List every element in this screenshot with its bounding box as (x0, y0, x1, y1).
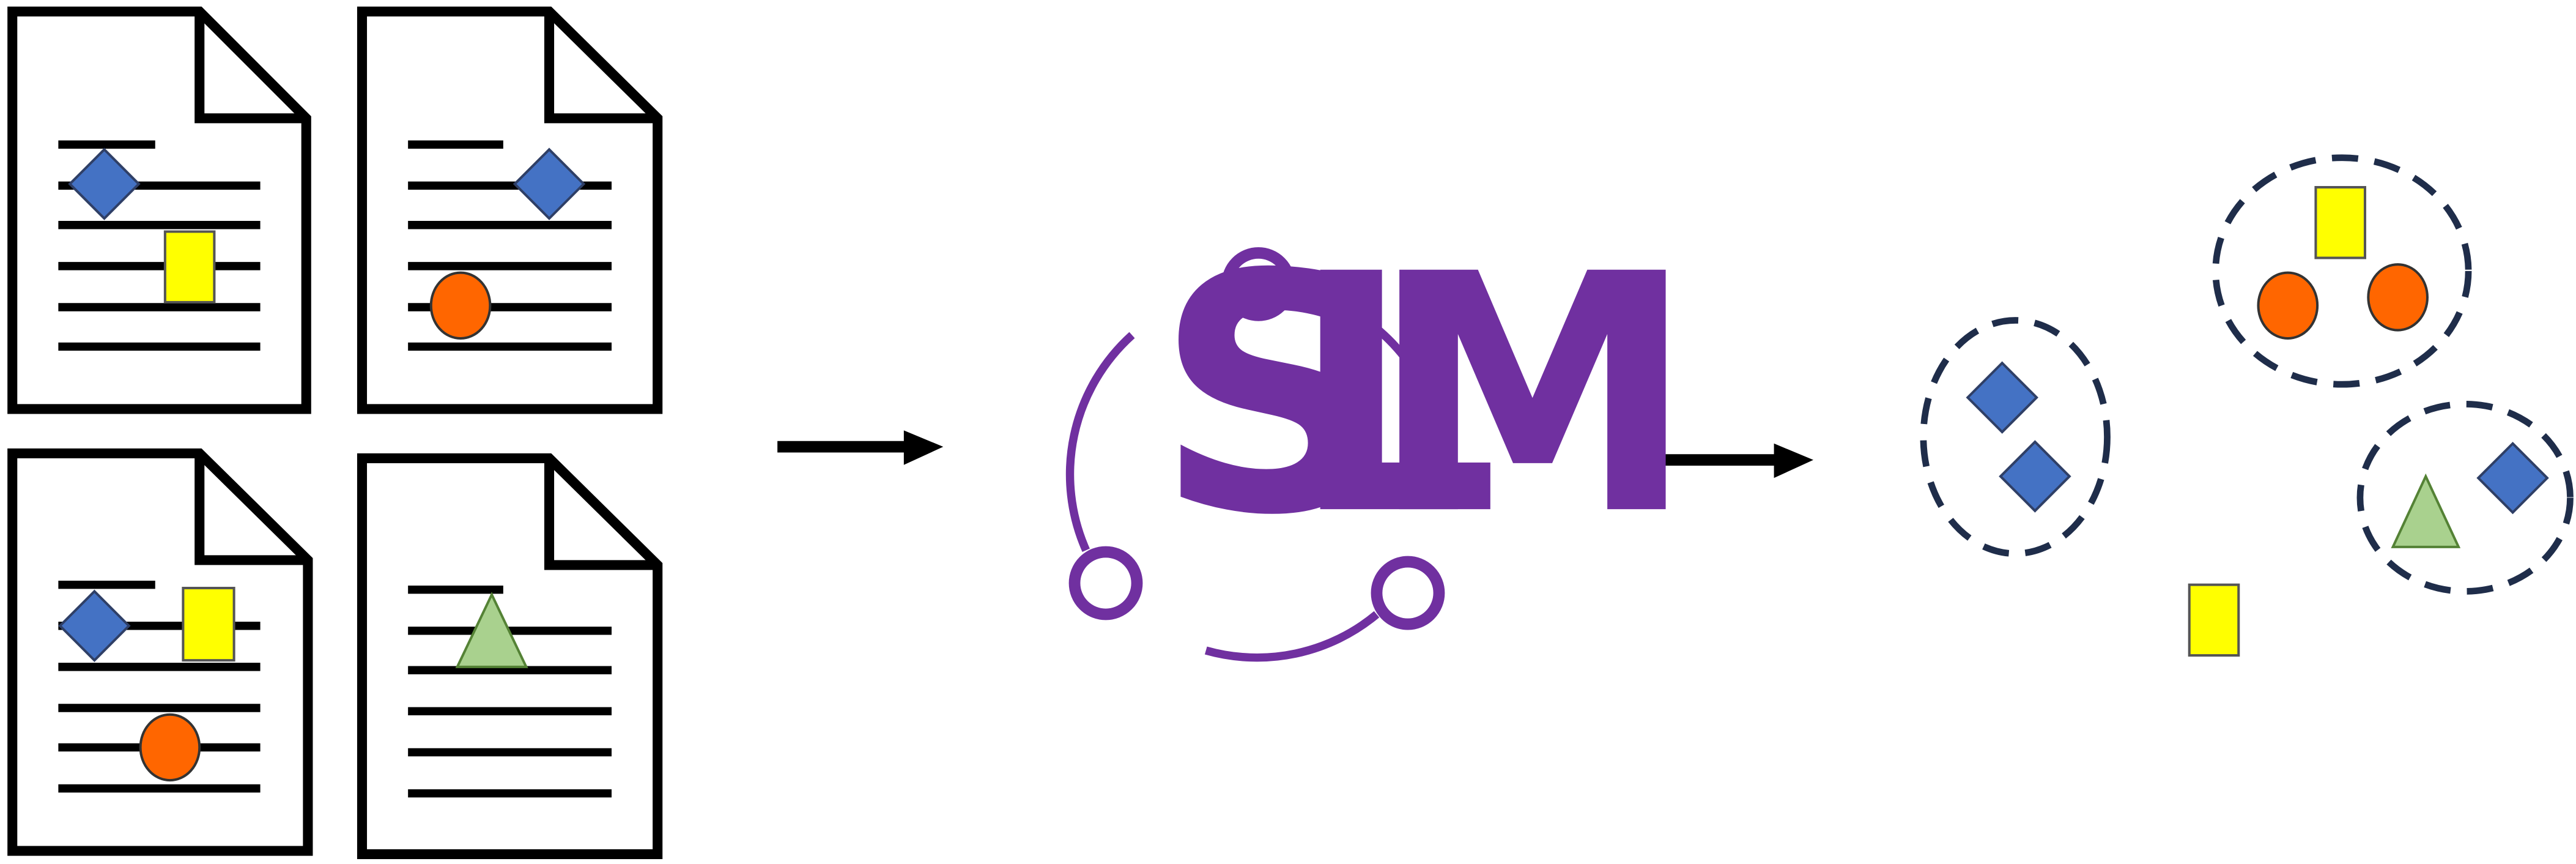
circle-icon (139, 713, 201, 782)
rectangle-icon (2188, 583, 2240, 657)
diamond-icon (2476, 441, 2549, 515)
diamond-icon (68, 147, 141, 220)
diamond-icon (58, 589, 131, 662)
logo-letter-l: L (1290, 204, 1499, 587)
document-icon (7, 448, 313, 856)
rectangle-icon (163, 230, 216, 304)
diamond-icon (1966, 361, 2038, 434)
cluster-ring (1920, 317, 2111, 557)
logo-node-bottom-right (1371, 556, 1445, 630)
logo-arc-left (1065, 332, 1135, 552)
cluster-rectangle-circles (2212, 154, 2472, 388)
document-bottom-right (357, 453, 663, 859)
triangle-icon (2391, 473, 2461, 548)
triangle-icon (455, 592, 528, 668)
document-fold-icon (544, 458, 658, 570)
circle-icon (429, 271, 492, 340)
text-lines (58, 140, 261, 351)
diamond-icon (513, 147, 586, 220)
arrow-right-icon (777, 430, 944, 465)
document-fold-icon (194, 453, 308, 565)
slm-wordmark: S L M (1155, 204, 1697, 587)
logo-arc-bottom (1204, 611, 1380, 662)
document-bottom-left (7, 448, 313, 856)
logo-arc-top-right (1294, 285, 1418, 374)
cluster-triangle-diamond (2356, 400, 2574, 595)
arrow-right-icon (1647, 443, 1814, 479)
document-fold-icon (194, 11, 306, 124)
document-fold-icon (544, 11, 658, 124)
logo-letter-s: S (1155, 204, 1392, 587)
logo-node-top (1221, 247, 1296, 321)
document-top-left (7, 6, 311, 414)
rectangle-icon (182, 587, 235, 662)
logo-node-bottom-left (1068, 546, 1143, 620)
cluster-diamonds (1920, 317, 2111, 557)
logo-letter-m: M (1369, 204, 1696, 587)
cluster-ring (2356, 400, 2574, 595)
cluster-ring (2212, 154, 2472, 388)
slm-logo (1065, 247, 1445, 662)
circle-icon (2367, 263, 2429, 332)
document-top-right (357, 6, 663, 414)
rectangle-icon (2314, 186, 2366, 259)
circle-icon (2257, 271, 2319, 340)
diamond-icon (1999, 440, 2071, 513)
